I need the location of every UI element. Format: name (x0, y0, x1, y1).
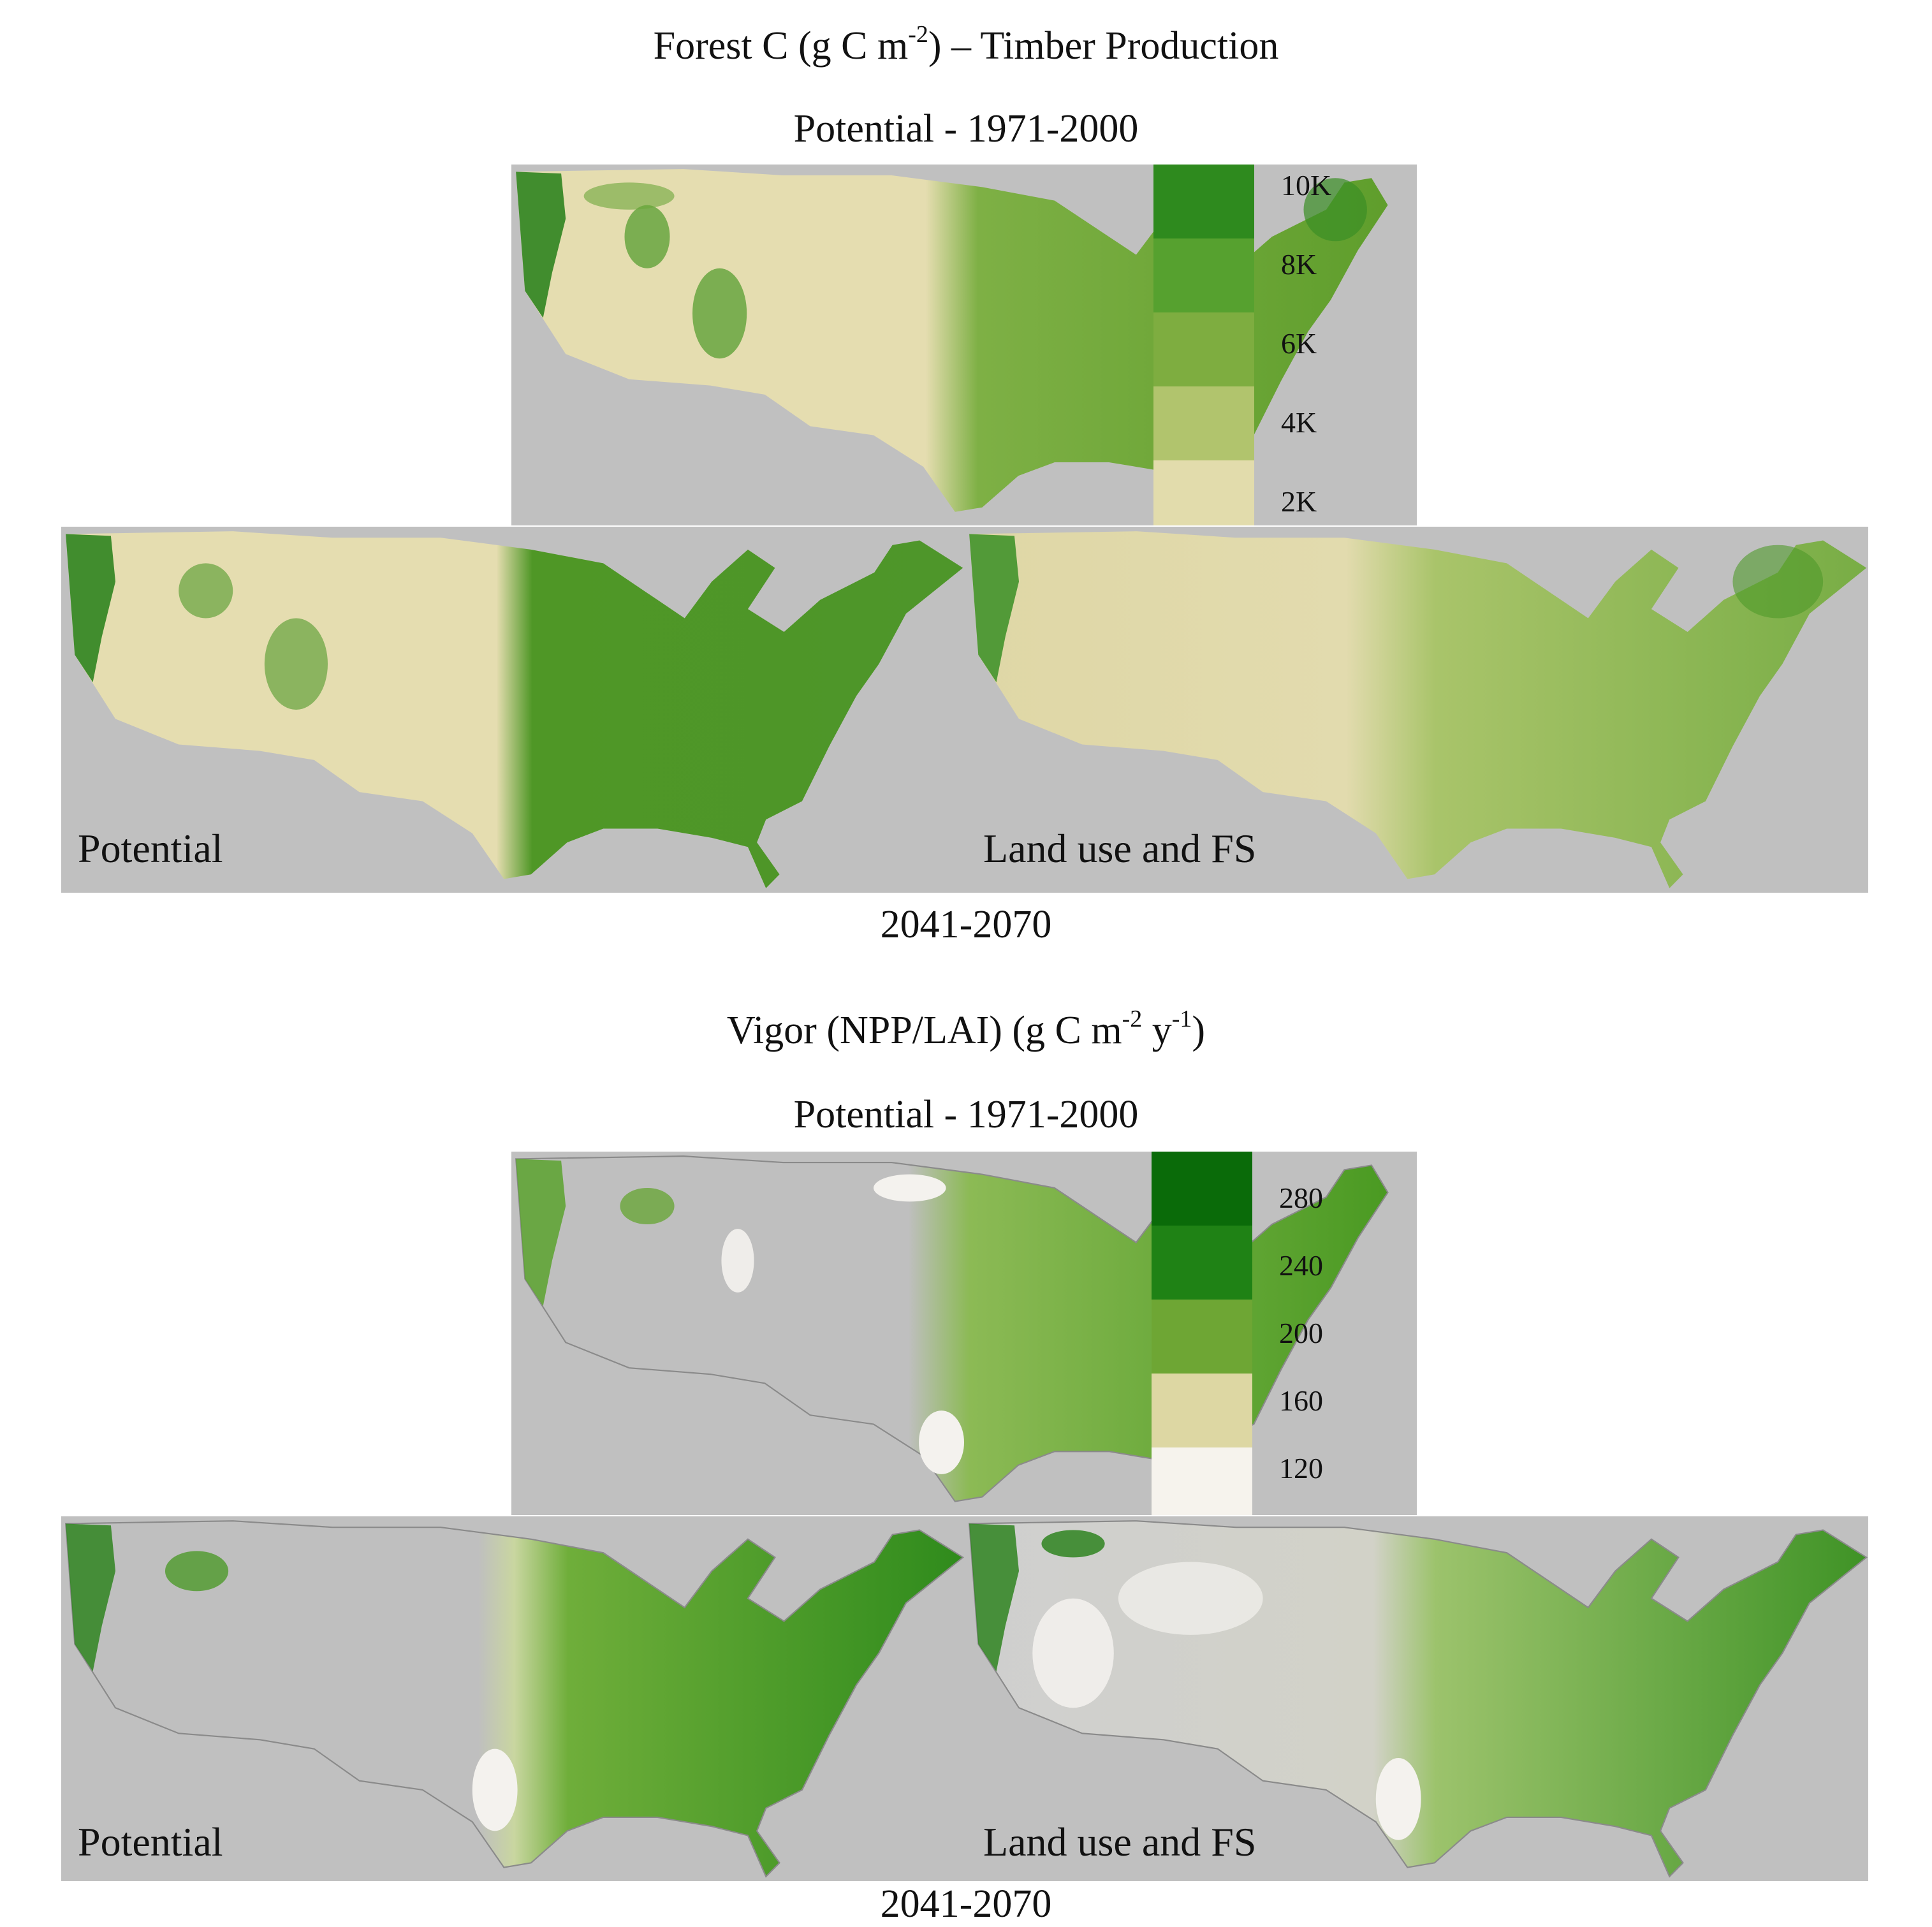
legend-swatch (1152, 1152, 1252, 1226)
vigor-subtitle: Potential - 1971-2000 (793, 1093, 1139, 1136)
legend-swatch (1152, 1447, 1252, 1515)
legend-tick-label: 280 (1279, 1182, 1323, 1214)
legend-swatch (1153, 312, 1254, 386)
vigor-title-mid: y (1142, 1009, 1172, 1052)
vigor-future-maps-graphic (64, 1520, 1868, 1878)
legend-tick-label: 240 (1279, 1249, 1323, 1282)
vigor-title: Vigor (NPP/LAI) (g C m-2 y-1) (0, 1007, 1932, 1053)
forest-c-title-main: Forest C (g C m (653, 24, 909, 68)
forest-c-left-label: Potential (78, 826, 223, 871)
vigor-baseline-map: 280 240 200 160 120 (511, 1152, 1417, 1515)
legend-tick-label: 160 (1279, 1384, 1323, 1417)
forest-c-baseline-map: 10K 8K 6K 4K 2K (511, 165, 1417, 525)
legend-tick-label: 4K (1281, 406, 1317, 439)
vigor-legend: 280 240 200 160 120 (1152, 1152, 1417, 1515)
legend-tick-label: 8K (1281, 248, 1317, 281)
forest-c-title: Forest C (g C m-2) – Timber Production (0, 21, 1932, 69)
vigor-left-label: Potential (78, 1819, 223, 1865)
forest-c-future-maps: Potential Land use and FS (61, 527, 1868, 893)
legend-swatch (1153, 460, 1254, 525)
legend-tick-label: 6K (1281, 327, 1317, 360)
vigor-period-caption: 2041-2070 (880, 1882, 1052, 1926)
vigor-title-exponent-1: -2 (1122, 1006, 1143, 1032)
forest-c-period-caption: 2041-2070 (880, 903, 1052, 946)
legend-swatch (1152, 1226, 1252, 1300)
legend-tick-label: 2K (1281, 485, 1317, 518)
forest-c-title-exponent: -2 (908, 21, 928, 48)
vigor-right-label: Land use and FS (983, 1819, 1257, 1865)
legend-swatch (1152, 1374, 1252, 1447)
vigor-title-exponent-2: -1 (1171, 1006, 1192, 1032)
legend-swatch (1153, 165, 1254, 238)
forest-c-subtitle: Potential - 1971-2000 (793, 107, 1139, 150)
forest-c-legend: 10K 8K 6K 4K 2K (1153, 165, 1417, 525)
forest-c-right-label: Land use and FS (983, 826, 1257, 871)
legend-swatch (1152, 1300, 1252, 1374)
legend-tick-label: 10K (1281, 169, 1332, 201)
legend-tick-label: 120 (1279, 1452, 1323, 1484)
vigor-title-tail: ) (1192, 1009, 1206, 1052)
vigor-title-main: Vigor (NPP/LAI) (g C m (726, 1009, 1122, 1052)
legend-tick-label: 200 (1279, 1317, 1323, 1349)
legend-swatch (1153, 386, 1254, 460)
legend-swatch (1153, 238, 1254, 312)
forest-c-title-tail: ) – Timber Production (928, 24, 1279, 68)
vigor-future-maps: Potential Land use and FS (61, 1516, 1868, 1881)
forest-c-future-maps-graphic (66, 531, 1867, 888)
